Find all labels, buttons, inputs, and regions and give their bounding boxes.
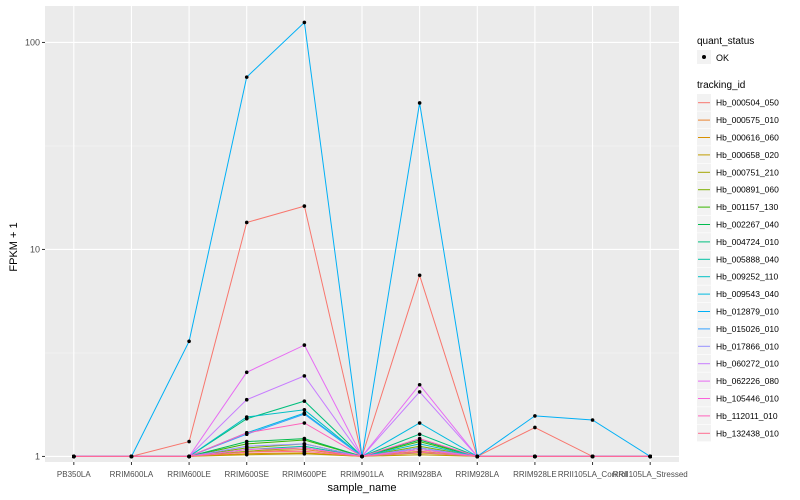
data-point	[244, 415, 249, 419]
data-point	[302, 451, 307, 456]
color-legend-label: Hb_000891_060	[716, 185, 779, 195]
x-tick-label: RRII105LA_Control	[558, 470, 628, 479]
color-legend-label: Hb_060272_010	[716, 359, 779, 369]
data-point	[417, 390, 422, 394]
data-point	[360, 454, 364, 459]
x-tick-label: RRIM928LE	[513, 470, 557, 479]
color-legend-label: Hb_105446_010	[716, 394, 779, 404]
data-point	[302, 449, 307, 453]
color-legend-label: Hb_015026_010	[716, 324, 779, 334]
axes: 1 10 100 PB350LA RRIM600LA RRIM600LE RRIM600SE…	[25, 37, 688, 479]
data-point	[302, 408, 307, 412]
color-legend-label: Hb_000575_010	[716, 115, 779, 125]
color-legend-label: Hb_000751_210	[716, 167, 779, 177]
data-point	[533, 425, 537, 430]
data-point	[417, 436, 422, 441]
data-point	[244, 431, 249, 435]
color-legend-label: Hb_012879_010	[716, 307, 779, 317]
data-point	[417, 452, 422, 457]
data-point	[417, 450, 422, 454]
color-legend-label: Hb_062226_080	[716, 376, 779, 386]
data-point	[244, 370, 249, 375]
x-tick-label: PB350LA	[57, 470, 91, 479]
data-point	[244, 450, 249, 454]
x-tick-label: RRIM600LA	[110, 470, 154, 479]
shape-legend-title: quant_status	[697, 36, 754, 47]
data-point	[72, 454, 76, 459]
data-point	[187, 439, 191, 444]
x-tick-label: RRIM928LA	[455, 470, 499, 479]
y-axis-title: FPKM + 1	[8, 222, 20, 271]
x-tick-label: RRII105LA_Stressed	[613, 470, 688, 479]
data-point	[129, 454, 134, 459]
color-legend-title: tracking_id	[697, 80, 745, 91]
color-legend-label: Hb_009252_110	[716, 272, 779, 282]
data-point	[302, 343, 307, 347]
data-point	[187, 454, 191, 459]
data-point	[244, 75, 249, 79]
data-point	[417, 421, 422, 425]
color-legend-label: Hb_112011_010	[716, 411, 778, 421]
x-axis-title: sample_name	[327, 482, 396, 494]
data-point	[533, 454, 537, 459]
color-legend-label: Hb_005888_040	[716, 254, 779, 264]
shape-legend-point	[702, 55, 706, 59]
x-tick-label: RRIM928BA	[397, 470, 442, 479]
shape-legend-label: OK	[716, 53, 729, 63]
color-legend-label: Hb_017866_010	[716, 341, 779, 351]
data-point	[648, 454, 652, 459]
color-legend-label: Hb_001157_130	[716, 202, 779, 212]
data-point	[302, 436, 307, 441]
data-point	[417, 101, 422, 105]
data-point	[244, 439, 249, 444]
color-legend-label: Hb_004724_010	[716, 237, 779, 247]
data-point	[302, 399, 307, 403]
y-tick-label: 10	[30, 244, 40, 254]
data-point	[244, 397, 249, 402]
data-point	[417, 382, 422, 387]
data-point	[417, 447, 422, 452]
legend: quant_status tracking_id OK Hb_000504_050…	[697, 36, 779, 442]
color-legend-label: Hb_000658_020	[716, 150, 779, 160]
data-point	[244, 447, 249, 452]
color-legend-label: Hb_002267_040	[716, 220, 779, 230]
data-point	[417, 432, 422, 437]
y-tick-label: 100	[25, 37, 40, 47]
data-point	[475, 454, 480, 459]
data-point	[302, 374, 307, 378]
color-legend-label: Hb_132438_010	[716, 428, 779, 438]
data-point	[302, 421, 307, 425]
data-point	[244, 452, 249, 457]
color-legend-label: Hb_009543_040	[716, 289, 779, 299]
data-point	[244, 220, 249, 225]
series-layer	[72, 20, 652, 459]
data-point	[302, 442, 307, 446]
color-legend-label: Hb_000616_060	[716, 133, 779, 143]
data-point	[590, 418, 595, 422]
data-point	[244, 444, 249, 449]
plot-panel	[45, 6, 679, 462]
data-point	[417, 273, 422, 278]
x-tick-label: RRIM901LA	[340, 470, 384, 479]
color-legend-label: Hb_000504_050	[716, 98, 779, 108]
x-tick-label: RRIM600LE	[167, 470, 211, 479]
y-tick-label: 1	[35, 451, 40, 461]
data-point	[187, 339, 191, 344]
data-point	[302, 20, 307, 25]
data-point	[302, 412, 307, 416]
x-tick-label: RRIM600SE	[224, 470, 268, 479]
data-point	[302, 204, 307, 208]
x-tick-label: RRIM600PE	[282, 470, 326, 479]
data-point	[417, 442, 422, 446]
data-point	[590, 454, 595, 459]
data-point	[533, 414, 537, 418]
data-point	[302, 446, 307, 450]
